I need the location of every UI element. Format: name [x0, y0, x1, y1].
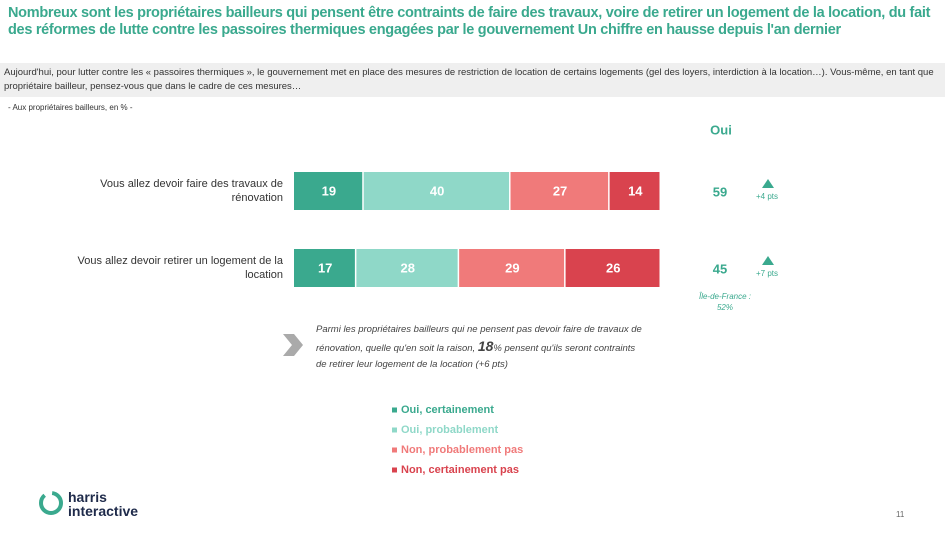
logo: harris interactive	[68, 490, 138, 518]
callout-highlight: 18	[477, 338, 494, 354]
legend-swatch	[392, 467, 397, 473]
bar-segment	[510, 172, 609, 210]
category-label: Vous allez devoir retirer un logement de…	[77, 255, 283, 281]
legend-swatch	[392, 447, 397, 453]
callout-text: Parmi les propriétaires bailleurs qui ne…	[316, 324, 642, 354]
value-label: 40	[430, 183, 444, 198]
value-label: 19	[322, 183, 336, 198]
question: Aujourd'hui, pour lutter contre les « pa…	[0, 63, 945, 97]
arrow-icon	[283, 334, 303, 356]
value-label: 14	[628, 183, 643, 198]
legend-swatch	[392, 427, 397, 433]
logo-line: harris	[68, 489, 107, 505]
up-arrow	[762, 256, 774, 265]
change-label: +7 pts	[756, 269, 778, 278]
value-label: 17	[318, 260, 332, 275]
legend-label: Oui, probablement	[401, 424, 499, 436]
logo-icon	[39, 491, 63, 515]
total-value: 45	[713, 261, 727, 276]
note-line: 52%	[716, 303, 733, 312]
value-label: 27	[553, 183, 567, 198]
bar-segment	[459, 249, 565, 287]
value-label: 29	[505, 260, 519, 275]
total-value: 59	[713, 184, 727, 199]
bar-segment	[609, 172, 660, 210]
up-arrow	[762, 179, 774, 188]
legend-label: Non, certainement pas	[401, 464, 519, 476]
bar-segment	[356, 249, 458, 287]
note: Île-de-France : 52%	[690, 291, 760, 313]
note-line: Île-de-France :	[698, 292, 752, 301]
value-label: 28	[401, 260, 415, 275]
value-label: 26	[606, 260, 620, 275]
legend-label: Oui, certainement	[401, 404, 494, 416]
base-note: - Aux propriétaires bailleurs, en % -	[8, 103, 133, 112]
logo-line: interactive	[68, 503, 139, 519]
bar-segment	[294, 249, 355, 287]
change-label: +4 pts	[756, 192, 778, 201]
bar-segment	[294, 172, 363, 210]
legend-label: Non, probablement pas	[401, 444, 523, 456]
title: Nombreux sont les propriétaires bailleur…	[8, 5, 931, 38]
callout: Parmi les propriétaires bailleurs qui ne…	[316, 322, 648, 373]
legend-swatch	[392, 407, 397, 413]
totals-title: Oui	[710, 122, 732, 137]
callout-text: % pensent qu'ils seront contraints de re…	[316, 343, 636, 370]
bar-segment	[363, 172, 510, 210]
category-label: Vous allez devoir faire des travaux de r…	[100, 178, 283, 204]
bar-segment	[565, 249, 660, 287]
page-number: 11	[896, 510, 905, 519]
